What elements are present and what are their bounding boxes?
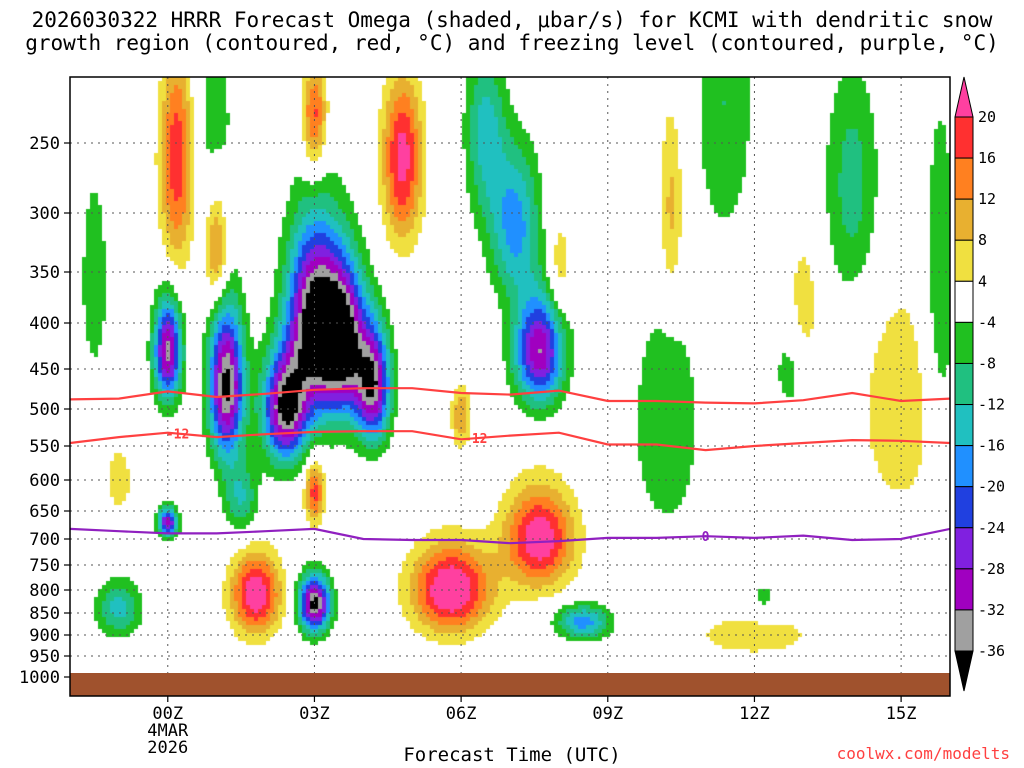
colorbar-label: 4 <box>978 272 987 290</box>
colorbar-segment <box>954 609 974 652</box>
x-tick-label: 09Z <box>592 704 623 724</box>
x-tick-label: 06Z <box>446 704 477 724</box>
contour-line-2 <box>70 527 950 545</box>
colorbar-top-arrow <box>954 76 974 118</box>
colorbar-segment <box>954 116 974 159</box>
colorbar-segment <box>954 404 974 447</box>
y-tick-label: 700 <box>29 530 60 550</box>
colorbar-label: -28 <box>978 560 1005 578</box>
colorbar-label: -4 <box>978 313 996 331</box>
colorbar-label: -24 <box>978 519 1005 537</box>
colorbar-label: -16 <box>978 437 1005 455</box>
y-tick-label: 750 <box>29 556 60 576</box>
x-tick-label: 12Z <box>739 704 770 724</box>
ground-surface <box>70 673 950 696</box>
y-tick-label: 400 <box>29 314 60 334</box>
y-tick-label: 600 <box>29 471 60 491</box>
y-tick-label: 900 <box>29 626 60 646</box>
omega-field-image <box>70 77 950 696</box>
colorbar-segment <box>954 568 974 611</box>
contour-label: 0 <box>702 530 710 545</box>
colorbar-segment <box>954 157 974 200</box>
x-tick-label: 15Z <box>886 704 917 724</box>
x-tick-sublabel: 2026 <box>147 738 188 758</box>
x-tick-label: 00Z <box>152 704 183 724</box>
y-tick-label: 1000 <box>19 668 60 688</box>
y-tick-label: 450 <box>29 360 60 380</box>
colorbar-bottom-arrow <box>954 650 974 692</box>
temperature-contours: -12 -12 0 <box>70 387 950 545</box>
x-tick-label: 03Z <box>299 704 330 724</box>
y-tick-label: 250 <box>29 134 60 154</box>
colorbar-label: 8 <box>978 231 987 249</box>
colorbar-label: -36 <box>978 642 1005 660</box>
y-tick-label: 550 <box>29 437 60 457</box>
contour-label: -12 <box>166 428 189 443</box>
contour-line-1 <box>70 430 950 452</box>
plot-frame <box>69 76 951 697</box>
colorbar: 20 16 12 8 4 -4 -8 -12 -16 -20 -24 -28 -32 -36 <box>954 76 1005 692</box>
colorbar-label: 20 <box>978 108 996 126</box>
grid-lines <box>70 77 950 696</box>
chart-title-line2: growth region (contoured, red, °C) and f… <box>25 31 999 55</box>
x-axis-label: Forecast Time (UTC) <box>403 744 621 766</box>
y-tick-label: 500 <box>29 400 60 420</box>
colorbar-segment <box>954 486 974 529</box>
colorbar-label: 16 <box>978 149 996 167</box>
x-tick-sublabel: 4MAR <box>147 721 189 741</box>
contour-line-0 <box>70 387 950 405</box>
colorbar-segment <box>954 362 974 406</box>
y-tick-label: 650 <box>29 502 60 522</box>
y-axis: 2503003504004505005506006507007508008509… <box>19 134 70 688</box>
colorbar-label: -20 <box>978 478 1005 496</box>
colorbar-label: 12 <box>978 190 996 208</box>
colorbar-segment <box>954 321 974 364</box>
colorbar-segment <box>954 445 974 488</box>
colorbar-label: -12 <box>978 396 1005 414</box>
y-tick-label: 350 <box>29 263 60 283</box>
credit-link[interactable]: coolwx.com/modelts <box>836 744 1010 763</box>
chart-title-line1: 2026030322 HRRR Forecast Omega (shaded, … <box>31 8 993 32</box>
omega-shading <box>70 77 950 696</box>
y-tick-label: 800 <box>29 581 60 601</box>
colorbar-segment <box>954 527 974 570</box>
y-tick-label: 950 <box>29 647 60 667</box>
contour-label: -12 <box>464 432 487 447</box>
y-tick-label: 850 <box>29 604 60 624</box>
colorbar-segment <box>954 198 974 241</box>
colorbar-segment <box>954 239 974 282</box>
colorbar-label: -32 <box>978 601 1005 619</box>
y-tick-label: 300 <box>29 204 60 224</box>
colorbar-label: -8 <box>978 354 996 372</box>
colorbar-segment <box>954 280 974 323</box>
